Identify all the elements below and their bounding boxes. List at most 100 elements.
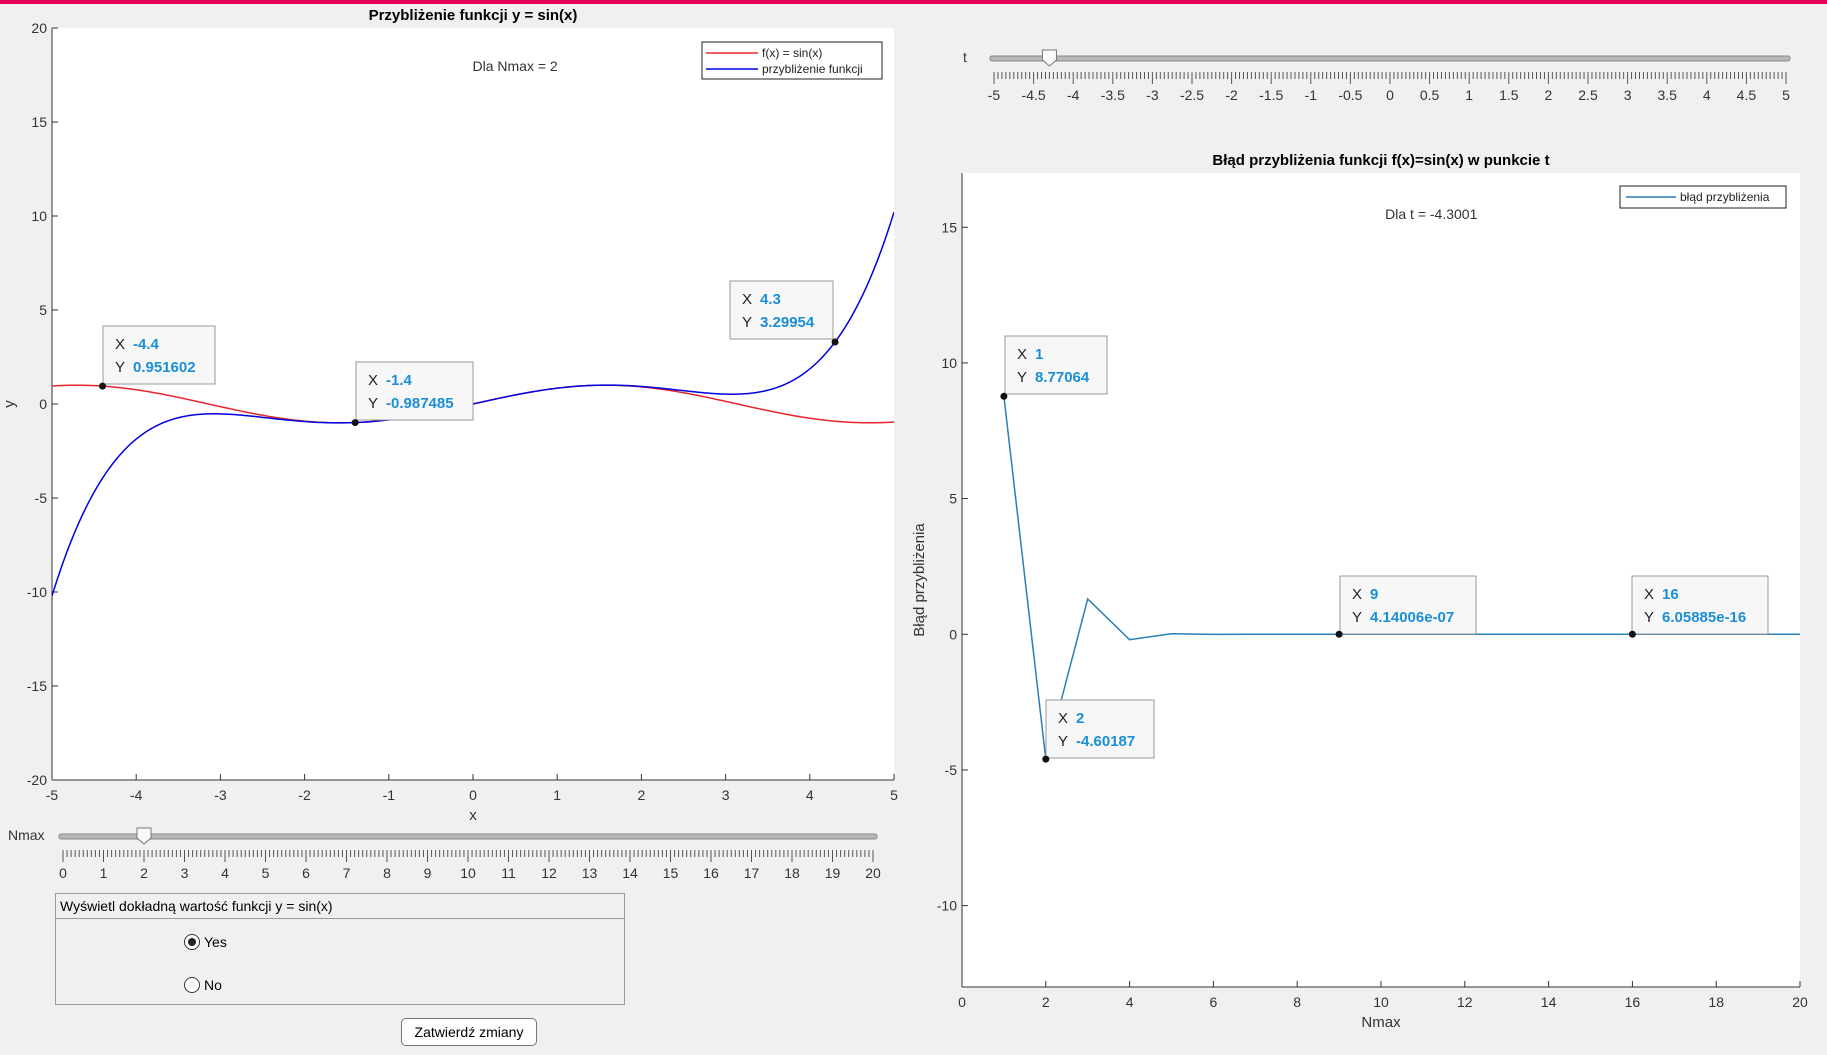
slider-tick-label: -0.5 bbox=[1338, 87, 1362, 103]
datatip-y-value: 3.29954 bbox=[760, 314, 815, 331]
x-tick-label: 4 bbox=[806, 787, 814, 803]
approximation-chart[interactable]: -5 -4 -3 -2 -1 0 1 2 3 4 5-20-15-10-505101520Przyb… bbox=[0, 0, 900, 830]
x-tick-label: 0 bbox=[958, 994, 966, 1010]
chart-title: Błąd przybliżenia funkcji f(x)=sin(x) w … bbox=[1212, 152, 1549, 169]
slider-tick-label: -3 bbox=[1146, 87, 1159, 103]
slider-tick-label: 0 bbox=[1386, 87, 1394, 103]
y-tick-label: 5 bbox=[949, 491, 957, 507]
slider-tick-label: 3 bbox=[1624, 87, 1632, 103]
x-tick-label: -3 bbox=[214, 787, 227, 803]
slider-thumb[interactable] bbox=[136, 827, 152, 845]
datatip-x-value: -1.4 bbox=[386, 372, 413, 389]
x-tick-label: 14 bbox=[1541, 994, 1557, 1010]
y-axis-label: y bbox=[1, 400, 18, 408]
x-tick-label: 16 bbox=[1625, 994, 1641, 1010]
slider-tick-label: 9 bbox=[424, 865, 432, 881]
y-tick-label: -15 bbox=[27, 678, 47, 694]
datatip-y-key: Y bbox=[115, 359, 125, 376]
datatip-y-key: Y bbox=[1058, 733, 1068, 750]
y-tick-label: -5 bbox=[945, 762, 958, 778]
legend-box bbox=[1619, 185, 1787, 209]
datatip-y-key: Y bbox=[1017, 369, 1027, 386]
slider-tick-label: 4 bbox=[1703, 87, 1711, 103]
y-tick-label: 20 bbox=[31, 20, 47, 36]
slider-tick-label: 1.5 bbox=[1499, 87, 1519, 103]
datatip-x-key: X bbox=[1058, 710, 1068, 727]
datatip-y-value: 6.05885e-16 bbox=[1662, 609, 1746, 626]
exact-value-panel: Wyświetl dokładną wartość funkcji y = si… bbox=[55, 893, 625, 1005]
slider-tick-label: -4.5 bbox=[1022, 87, 1046, 103]
radio-yes-label: Yes bbox=[204, 934, 227, 950]
y-tick-label: 5 bbox=[39, 302, 47, 318]
x-tick-label: 1 bbox=[553, 787, 561, 803]
slider-tick-label: 1 bbox=[100, 865, 108, 881]
datatip-marker bbox=[831, 338, 839, 346]
submit-changes-button[interactable]: Zatwierdź zmiany bbox=[401, 1018, 537, 1046]
datatip-x-value: 1 bbox=[1035, 346, 1043, 363]
window-accent-bar bbox=[0, 0, 1827, 4]
datatip-box bbox=[355, 361, 474, 421]
y-tick-label: -5 bbox=[35, 490, 48, 506]
datatip-y-key: Y bbox=[1644, 609, 1654, 626]
y-tick-label: 15 bbox=[941, 219, 957, 235]
datatip-marker bbox=[351, 419, 359, 427]
slider-tick-label: 13 bbox=[582, 865, 598, 881]
y-tick-label: 0 bbox=[39, 396, 47, 412]
legend-entry: f(x) = sin(x) bbox=[762, 46, 822, 60]
datatip-box bbox=[1045, 699, 1155, 759]
slider-tick-label: 5 bbox=[1782, 87, 1790, 103]
datatip-x-key: X bbox=[368, 372, 378, 389]
slider-tick-label: 3.5 bbox=[1657, 87, 1677, 103]
x-tick-label: -2 bbox=[298, 787, 311, 803]
slider-track bbox=[58, 833, 878, 840]
x-tick-label: 3 bbox=[722, 787, 730, 803]
datatip-x-key: X bbox=[1644, 586, 1654, 603]
datatip-x-value: 2 bbox=[1076, 710, 1084, 727]
x-tick-label: -1 bbox=[383, 787, 396, 803]
datatip-y-key: Y bbox=[742, 314, 752, 331]
y-tick-label: -10 bbox=[27, 584, 47, 600]
slider-tick-label: -2.5 bbox=[1180, 87, 1204, 103]
x-tick-label: 2 bbox=[1042, 994, 1050, 1010]
slider-tick-label: 19 bbox=[825, 865, 841, 881]
legend-entry: przybliżenie funkcji bbox=[762, 62, 863, 76]
datatip-y-key: Y bbox=[368, 395, 378, 412]
datatip-y-value: 0.951602 bbox=[133, 359, 196, 376]
x-axis-label: x bbox=[469, 807, 477, 824]
radio-yes-indicator[interactable] bbox=[184, 934, 200, 950]
slider-thumb[interactable] bbox=[1041, 49, 1057, 67]
slider-tick-label: 7 bbox=[343, 865, 351, 881]
x-tick-label: 12 bbox=[1457, 994, 1473, 1010]
x-tick-label: 8 bbox=[1293, 994, 1301, 1010]
slider-label: t bbox=[963, 49, 967, 65]
t-slider[interactable]: t -5 -4.5 -4 -3.5 -3 -2.5 -2 -1.5 -1 -0.5 0 0.5 1 1.5 2… bbox=[950, 44, 1800, 106]
slider-tick-label: 18 bbox=[784, 865, 800, 881]
datatip-x-value: 9 bbox=[1370, 586, 1378, 603]
panel-divider bbox=[56, 918, 624, 919]
slider-tick-label: -1 bbox=[1305, 87, 1318, 103]
x-tick-label: 20 bbox=[1792, 994, 1808, 1010]
datatip-y-value: -4.60187 bbox=[1076, 733, 1135, 750]
slider-tick-label: 5 bbox=[262, 865, 270, 881]
radio-no[interactable]: No bbox=[184, 977, 222, 993]
datatip-y-value: 8.77064 bbox=[1035, 369, 1090, 386]
datatip-box bbox=[1004, 335, 1108, 395]
legend-entry: błąd przybliżenia bbox=[1680, 190, 1770, 204]
radio-yes[interactable]: Yes bbox=[184, 934, 227, 950]
legend-box bbox=[701, 41, 883, 80]
datatip-box bbox=[729, 280, 834, 340]
y-tick-label: -20 bbox=[27, 772, 47, 788]
x-axis-label: Nmax bbox=[1361, 1014, 1401, 1031]
slider-tick-label: 17 bbox=[744, 865, 760, 881]
radio-no-indicator[interactable] bbox=[184, 977, 200, 993]
slider-tick-label: 3 bbox=[181, 865, 189, 881]
datatip-y-value: -0.987485 bbox=[386, 395, 454, 412]
slider-tick-label: 8 bbox=[383, 865, 391, 881]
slider-tick-label: 2.5 bbox=[1578, 87, 1598, 103]
datatip-box bbox=[102, 325, 216, 385]
slider-tick-label: 16 bbox=[703, 865, 719, 881]
chart-annotation: Dla Nmax = 2 bbox=[472, 58, 557, 74]
x-tick-label: 2 bbox=[638, 787, 646, 803]
